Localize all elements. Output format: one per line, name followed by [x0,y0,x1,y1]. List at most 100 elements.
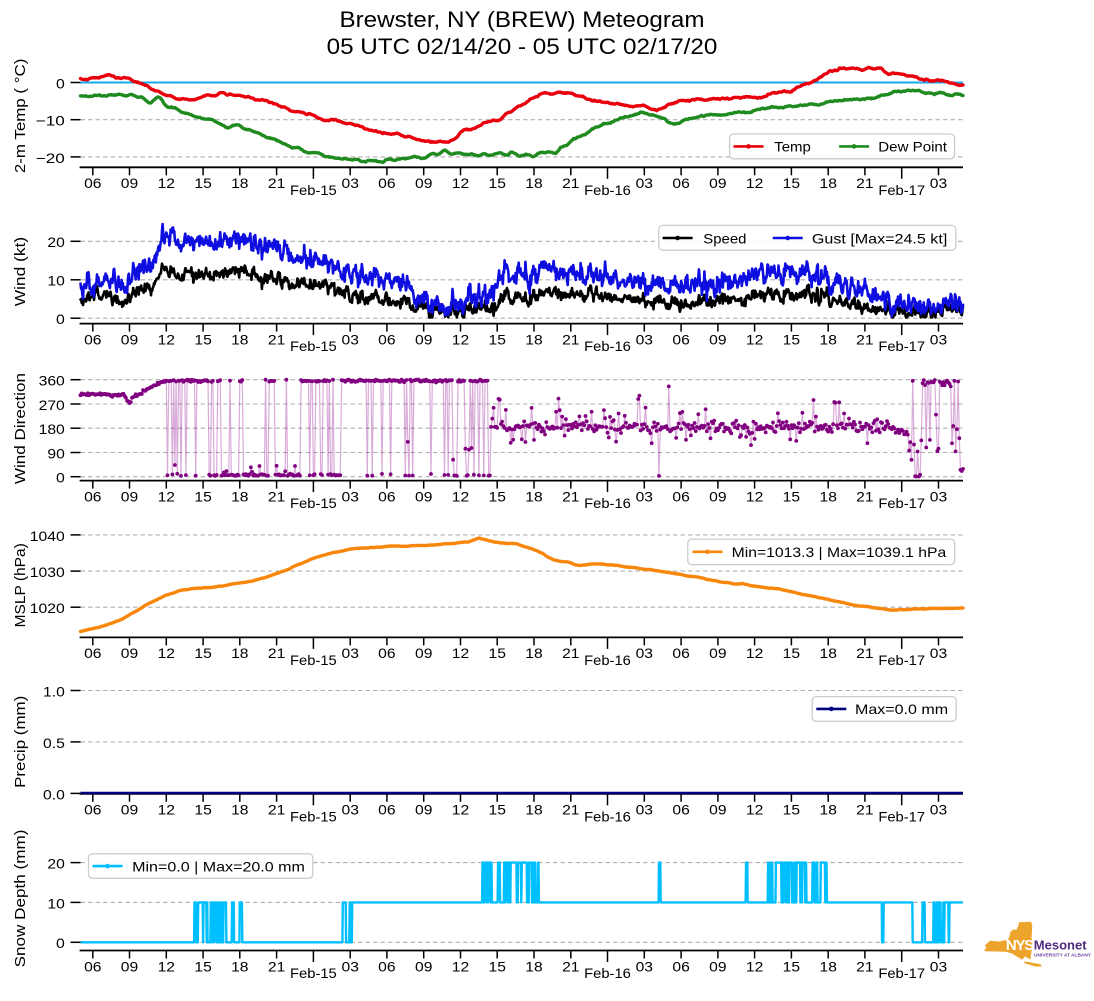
svg-text:15: 15 [783,488,801,504]
svg-text:06: 06 [378,331,396,347]
svg-text:03: 03 [930,802,948,818]
svg-text:09: 09 [415,331,433,347]
svg-text:18: 18 [231,802,249,818]
svg-text:12: 12 [746,802,764,818]
svg-text:0: 0 [56,935,65,951]
svg-text:0.5: 0.5 [43,735,65,751]
svg-text:12: 12 [452,645,470,661]
svg-text:05 UTC 02/14/20 - 05 UTC 02/17: 05 UTC 02/14/20 - 05 UTC 02/17/20 [327,34,718,59]
svg-text:18: 18 [525,488,543,504]
svg-text:06: 06 [378,645,396,661]
svg-text:15: 15 [194,488,212,504]
svg-text:03: 03 [342,802,360,818]
svg-text:18: 18 [231,488,249,504]
svg-text:0: 0 [56,470,65,486]
svg-text:Max=0.0 mm: Max=0.0 mm [855,701,948,717]
svg-text:03: 03 [636,175,654,191]
svg-text:03: 03 [342,645,360,661]
svg-text:06: 06 [84,958,102,974]
svg-text:06: 06 [672,488,690,504]
svg-text:18: 18 [231,175,249,191]
svg-text:15: 15 [783,645,801,661]
svg-text:21: 21 [268,958,286,974]
svg-text:15: 15 [489,802,507,818]
svg-text:06: 06 [84,802,102,818]
svg-text:03: 03 [342,958,360,974]
svg-text:18: 18 [820,488,838,504]
svg-text:09: 09 [415,645,433,661]
svg-text:12: 12 [158,488,176,504]
svg-text:15: 15 [194,645,212,661]
svg-text:03: 03 [342,488,360,504]
svg-text:18: 18 [820,802,838,818]
svg-text:18: 18 [525,331,543,347]
svg-text:21: 21 [562,645,580,661]
svg-text:06: 06 [672,645,690,661]
svg-text:03: 03 [636,645,654,661]
svg-text:270: 270 [39,397,65,413]
svg-text:15: 15 [783,802,801,818]
svg-text:06: 06 [84,488,102,504]
svg-text:90: 90 [47,445,65,461]
svg-text:Min=1013.3 | Max=1039.1 hPa: Min=1013.3 | Max=1039.1 hPa [732,544,947,560]
svg-text:06: 06 [672,958,690,974]
svg-text:12: 12 [746,645,764,661]
svg-text:Feb-17: Feb-17 [878,808,925,824]
svg-text:12: 12 [746,488,764,504]
svg-text:03: 03 [930,175,948,191]
svg-text:Feb-16: Feb-16 [584,338,631,354]
svg-text:06: 06 [672,331,690,347]
svg-text:03: 03 [636,488,654,504]
svg-text:360: 360 [39,373,65,389]
svg-text:18: 18 [525,958,543,974]
svg-text:03: 03 [930,958,948,974]
svg-text:21: 21 [562,175,580,191]
svg-text:1040: 1040 [30,528,65,544]
svg-text:03: 03 [930,488,948,504]
svg-text:18: 18 [820,175,838,191]
svg-text:12: 12 [452,488,470,504]
svg-text:09: 09 [121,645,139,661]
svg-text:18: 18 [231,958,249,974]
svg-text:Feb-15: Feb-15 [290,652,337,668]
svg-text:12: 12 [158,802,176,818]
svg-text:06: 06 [672,175,690,191]
svg-text:21: 21 [562,958,580,974]
svg-text:10: 10 [47,895,65,911]
svg-text:18: 18 [525,175,543,191]
svg-text:10: 10 [47,273,65,289]
svg-text:09: 09 [121,331,139,347]
svg-text:Feb-16: Feb-16 [584,808,631,824]
svg-text:06: 06 [378,802,396,818]
svg-text:20: 20 [47,234,65,250]
svg-text:12: 12 [158,645,176,661]
svg-text:Feb-17: Feb-17 [878,182,925,198]
svg-text:Feb-17: Feb-17 [878,965,925,981]
svg-text:09: 09 [709,645,727,661]
svg-text:09: 09 [121,958,139,974]
svg-text:09: 09 [709,958,727,974]
svg-text:Mesonet: Mesonet [1034,938,1087,953]
svg-text:03: 03 [342,175,360,191]
svg-text:21: 21 [856,958,874,974]
svg-text:09: 09 [709,175,727,191]
svg-text:15: 15 [489,958,507,974]
svg-text:09: 09 [709,331,727,347]
svg-text:Feb-15: Feb-15 [290,808,337,824]
svg-text:Precip (mm): Precip (mm) [12,696,29,788]
svg-text:Feb-16: Feb-16 [584,182,631,198]
svg-text:15: 15 [783,175,801,191]
svg-text:Min=0.0 | Max=20.0 mm: Min=0.0 | Max=20.0 mm [132,858,305,874]
svg-text:Feb-17: Feb-17 [878,338,925,354]
svg-text:15: 15 [489,645,507,661]
svg-text:21: 21 [562,802,580,818]
svg-text:20: 20 [47,856,65,872]
svg-text:09: 09 [121,802,139,818]
svg-text:18: 18 [525,802,543,818]
svg-text:Wind (kt): Wind (kt) [12,237,29,306]
svg-text:18: 18 [231,331,249,347]
svg-text:21: 21 [268,802,286,818]
svg-text:180: 180 [39,421,65,437]
svg-text:06: 06 [378,175,396,191]
svg-text:NYS: NYS [1006,937,1034,954]
